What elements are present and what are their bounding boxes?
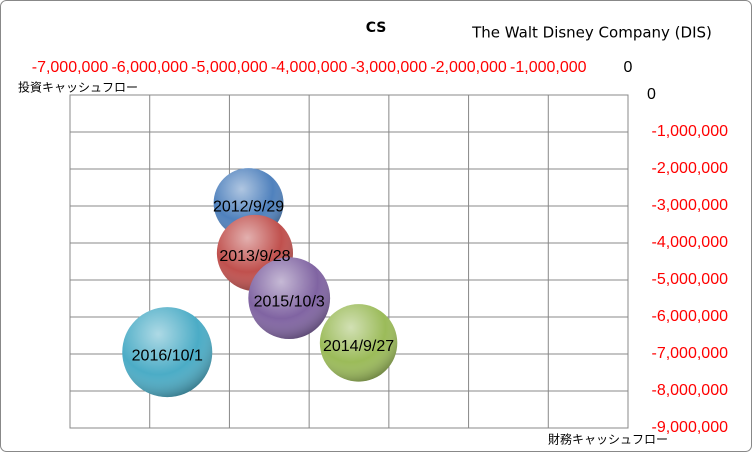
x-tick-label: -4,000,000: [271, 59, 348, 76]
bubble-shine: [122, 307, 213, 398]
data-label: 2016/10/1: [132, 347, 203, 364]
chart-title: CS: [366, 20, 387, 36]
y-tick-label: -8,000,000: [651, 382, 728, 399]
y-tick-label: -2,000,000: [651, 160, 728, 177]
y-tick-label: -9,000,000: [651, 419, 728, 436]
y-tick-label: -1,000,000: [651, 123, 728, 140]
y-tick-label: 0: [647, 86, 656, 103]
x-tick-label: -2,000,000: [430, 59, 507, 76]
y-tick-label: -7,000,000: [651, 345, 728, 362]
chart-subtitle: The Walt Disney Company (DIS): [471, 24, 712, 42]
y-tick-label: -4,000,000: [651, 234, 728, 251]
y-tick-label: -3,000,000: [651, 197, 728, 214]
x-tick-label: -6,000,000: [111, 59, 188, 76]
data-label: 2015/10/3: [254, 293, 325, 310]
x-tick-label: -7,000,000: [32, 59, 109, 76]
bubble-shine: [248, 257, 331, 340]
x-tick-label: -1,000,000: [510, 59, 587, 76]
bubble-shine: [319, 304, 398, 382]
y-tick-label: -6,000,000: [651, 308, 728, 325]
x-tick-label: -3,000,000: [351, 59, 428, 76]
data-label: 2014/9/27: [323, 338, 394, 355]
x-axis-title: 投資キャッシュフロー: [18, 80, 138, 95]
y-tick-label: -5,000,000: [651, 271, 728, 288]
x-tick-label: 0: [624, 59, 633, 76]
data-label: 2013/9/28: [219, 248, 290, 265]
data-label: 2012/9/29: [213, 198, 284, 215]
x-tick-label: -5,000,000: [191, 59, 268, 76]
y-axis-title: 財務キャッシュフロー: [548, 432, 668, 447]
